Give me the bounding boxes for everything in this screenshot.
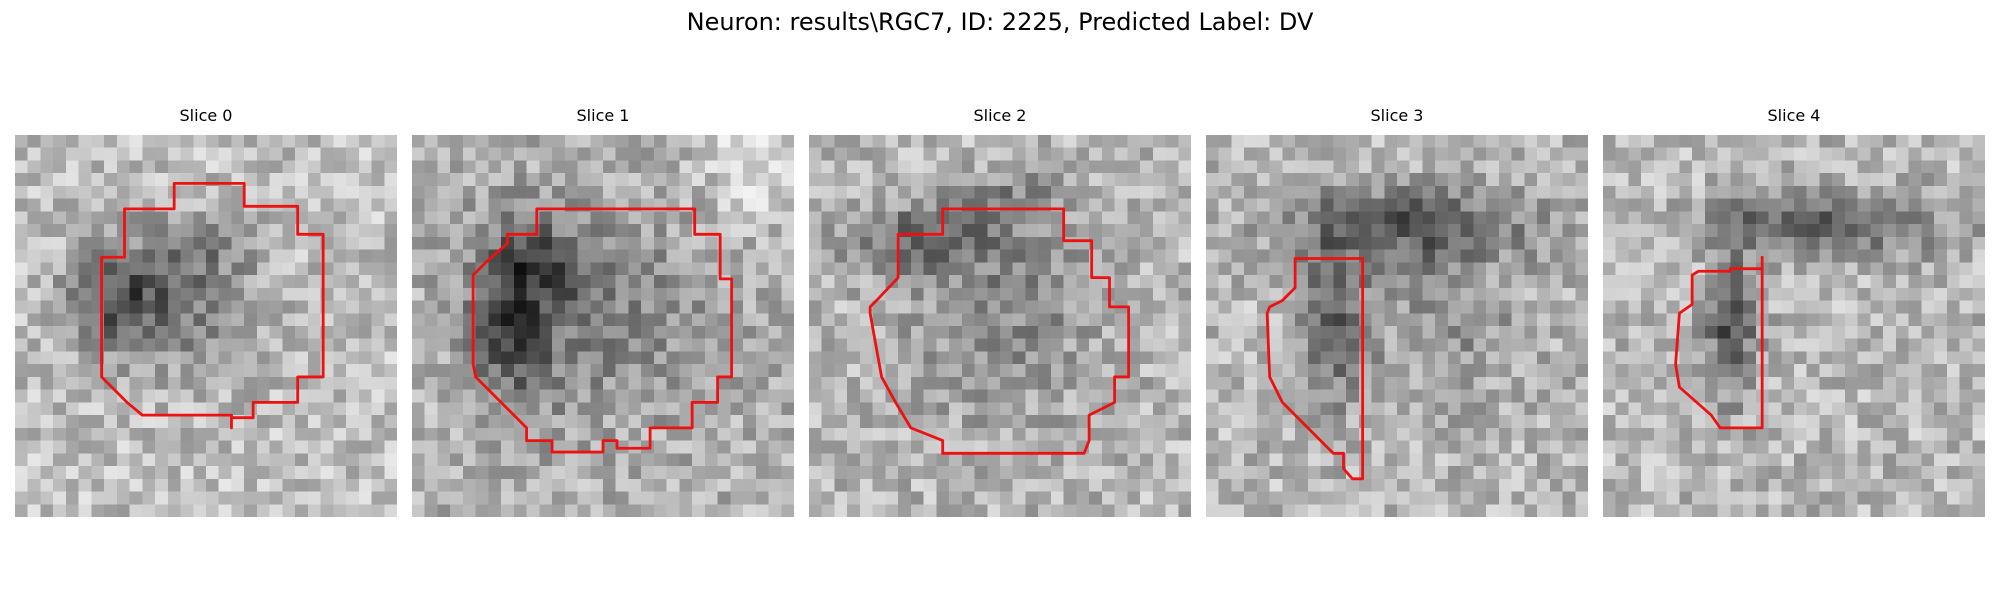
segmentation-contour-4 <box>1674 255 1764 430</box>
slice-panel-0: Slice 0 <box>15 105 397 517</box>
figure-title: Neuron: results\RGC7, ID: 2225, Predicte… <box>686 8 1314 36</box>
segmentation-contour-1 <box>471 207 734 454</box>
slice-panel-1: Slice 1 <box>412 105 794 517</box>
segmentation-contour-3 <box>1265 257 1365 481</box>
slice-image-3 <box>1206 135 1588 517</box>
segmentation-contour-2 <box>868 207 1131 455</box>
slice-panel-4: Slice 4 <box>1603 105 1985 517</box>
slice-title-3: Slice 3 <box>1370 106 1424 125</box>
slice-title-0: Slice 0 <box>179 106 233 125</box>
slice-image-2 <box>809 135 1191 517</box>
slice-title-4: Slice 4 <box>1767 106 1821 125</box>
slice-image-1 <box>412 135 794 517</box>
segmentation-contour-0 <box>100 181 325 430</box>
slice-image-4 <box>1603 135 1985 517</box>
slice-title-1: Slice 1 <box>576 106 630 125</box>
slice-panel-2: Slice 2 <box>809 105 1191 517</box>
slice-image-0 <box>15 135 397 517</box>
slice-title-2: Slice 2 <box>973 106 1027 125</box>
slice-panel-3: Slice 3 <box>1206 105 1588 517</box>
